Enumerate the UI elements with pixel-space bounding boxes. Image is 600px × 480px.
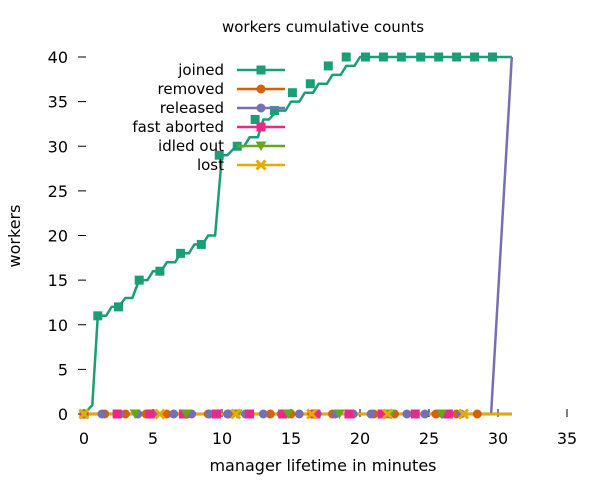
data-point-joined [176, 248, 186, 258]
data-point-idled-out [282, 409, 294, 419]
data-point-fast-aborted [344, 409, 354, 419]
data-point-released [420, 409, 430, 419]
data-point-removed [162, 409, 172, 419]
plot-lines [83, 55, 514, 416]
series-line-joined [83, 55, 512, 415]
data-point-joined [378, 52, 388, 62]
data-point-released [402, 409, 412, 419]
y-tick-label: 30 [48, 137, 68, 156]
data-point-joined [250, 114, 260, 124]
data-point-idled-out [180, 409, 192, 419]
data-point-joined [287, 88, 297, 98]
x-axis-label: manager lifetime in minutes [209, 456, 436, 475]
legend-marker [256, 65, 266, 75]
data-point-fast-aborted [443, 409, 453, 419]
legend-label: released [160, 99, 224, 117]
y-tick-label: 5 [58, 360, 68, 379]
data-point-joined [134, 275, 144, 285]
data-point-joined [452, 52, 462, 62]
data-point-joined [114, 302, 123, 312]
data-point-idled-out [436, 409, 447, 419]
data-point-fast-aborted [211, 409, 221, 419]
data-point-joined [470, 52, 480, 62]
data-point-removed [265, 409, 275, 419]
legend-marker [255, 159, 267, 171]
data-point-joined [196, 239, 206, 249]
data-point-joined [416, 52, 426, 62]
data-point-joined [155, 266, 165, 276]
data-point-idled-out [333, 409, 345, 419]
legend-label: idled out [158, 137, 224, 155]
legend-label: joined [177, 61, 224, 79]
x-tick-label: 35 [557, 429, 577, 448]
data-point-released [97, 409, 107, 419]
data-point-released [258, 409, 268, 419]
data-point-fast-aborted [245, 409, 255, 419]
legend-label: fast aborted [132, 118, 224, 136]
data-point-released [366, 409, 376, 419]
y-tick-label: 35 [48, 93, 68, 112]
data-point-lost [382, 408, 394, 420]
data-point-fast-aborted [112, 409, 122, 419]
data-point-lost [230, 408, 242, 420]
data-point-joined [341, 52, 351, 62]
y-axis-label: workers [5, 205, 24, 268]
series-line-released [84, 56, 514, 416]
data-point-lost [306, 408, 318, 420]
data-point-joined [396, 52, 406, 62]
data-point-joined [269, 106, 279, 116]
data-point-fast-aborted [145, 409, 155, 419]
legend-marker [256, 84, 266, 94]
y-tick-label: 20 [48, 227, 68, 246]
data-point-fast-aborted [278, 409, 288, 419]
legend-label: removed [158, 80, 224, 98]
x-tick-label: 10 [212, 429, 232, 448]
y-tick-label: 10 [48, 316, 68, 335]
data-point-joined [323, 61, 333, 71]
data-point-joined [305, 79, 315, 89]
data-point-joined [214, 150, 224, 160]
data-point-lost [154, 408, 166, 420]
data-point-lost [457, 408, 470, 420]
data-point-fast-aborted [410, 409, 420, 419]
data-point-joined [434, 52, 444, 62]
axes: 0 5 10 15 20 25 30 35 40 0 5 10 15 20 25 30 35 [48, 48, 578, 448]
data-point-fast-aborted [311, 409, 321, 419]
y-tick-label: 15 [48, 271, 68, 290]
y-tick-label: 0 [58, 405, 68, 424]
legend-marker [255, 141, 267, 151]
data-point-joined [93, 311, 103, 321]
x-tick-label: 0 [79, 429, 89, 448]
y-tick-label: 40 [48, 48, 68, 67]
x-tick-label: 5 [148, 429, 158, 448]
x-tick-label: 25 [419, 429, 439, 448]
x-tick-label: 15 [281, 429, 301, 448]
x-tick-label: 30 [488, 429, 508, 448]
data-point-released [169, 409, 179, 419]
data-point-lost [78, 408, 90, 420]
data-point-joined [361, 52, 371, 62]
plot-markers [78, 52, 497, 420]
legend-label: lost [197, 156, 224, 174]
data-point-removed [472, 409, 482, 419]
data-point-released [294, 409, 304, 419]
data-point-fast-aborted [377, 409, 387, 419]
data-point-joined [487, 52, 497, 62]
chart-title: workers cumulative counts [222, 18, 424, 36]
data-point-idled-out [129, 409, 141, 419]
data-point-released [223, 409, 233, 419]
legend-marker [256, 122, 266, 132]
data-point-released [205, 409, 215, 419]
x-tick-label: 20 [350, 429, 370, 448]
legend-marker [256, 103, 266, 113]
y-tick-label: 25 [48, 182, 68, 201]
